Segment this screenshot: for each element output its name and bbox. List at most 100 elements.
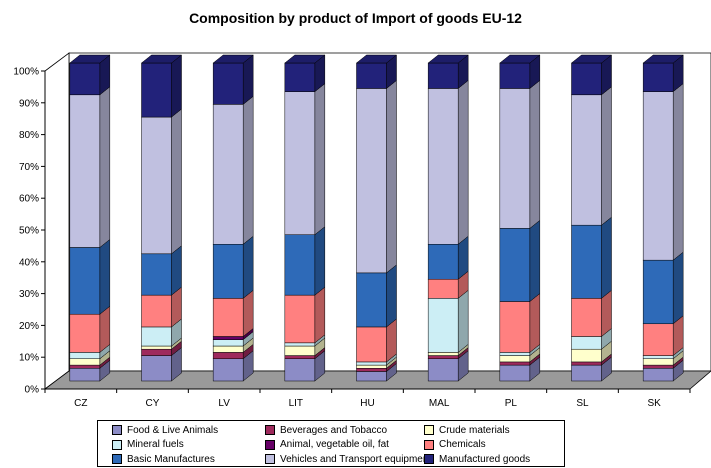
bar-segment	[69, 247, 101, 315]
bar-segment	[427, 244, 459, 280]
y-tick-label: 20%	[19, 321, 39, 332]
legend-swatch	[265, 439, 275, 450]
bar-segment	[141, 345, 172, 350]
bar-segment	[284, 234, 316, 296]
bar-segment	[571, 94, 602, 226]
bar-segment	[69, 62, 101, 96]
bar-segment	[284, 342, 316, 347]
bar-side	[386, 79, 397, 274]
chart-side-wall	[44, 52, 70, 390]
x-category-label: MAL	[429, 398, 450, 409]
stacked-bar-chart: 0% 10% 20% 30% 40% 50% 60% 70% 80% 90% 100% CZ CY LV L…	[13, 52, 711, 409]
y-tick-label: 100%	[13, 67, 39, 78]
x-category-label: CY	[146, 398, 160, 409]
bar-segment	[69, 368, 101, 382]
legend-swatch	[265, 454, 275, 464]
bar-segment	[356, 326, 387, 363]
bar-side	[314, 83, 326, 236]
legend-item: Chemicals	[424, 438, 486, 452]
bar-segment	[427, 88, 459, 245]
bar-side	[672, 251, 684, 325]
bar-segment	[499, 228, 531, 302]
x-category-label: LIT	[289, 398, 303, 409]
legend-item: Animal, vegetable oil, fat	[265, 438, 389, 452]
bar-segment	[284, 358, 316, 382]
legend-item: Basic Manufactures	[112, 452, 215, 466]
legend-swatch	[112, 439, 122, 450]
bar-side	[386, 264, 397, 328]
bar-side	[242, 54, 254, 105]
bar-side	[457, 289, 469, 353]
bar-segment	[571, 361, 602, 366]
bar-segment	[642, 91, 674, 261]
bar-segment	[284, 294, 316, 344]
legend-label: Vehicles and Transport equipment	[280, 453, 432, 465]
bar-segment	[212, 298, 244, 337]
legend-item: Crude materials	[424, 423, 510, 437]
bar-top	[69, 54, 111, 64]
bar-segment	[356, 364, 387, 369]
bar-segment	[642, 368, 674, 382]
bar-segment	[571, 364, 602, 382]
legend-label: Crude materials	[439, 424, 510, 436]
x-category-label: HU	[360, 398, 374, 409]
legend-swatch	[265, 425, 275, 435]
y-tick-label: 10%	[19, 353, 39, 364]
bar-segment	[141, 62, 172, 118]
bar-segment	[642, 259, 674, 325]
x-category-label: CZ	[74, 398, 87, 409]
bar-side	[457, 79, 469, 245]
bar-segment	[427, 355, 459, 359]
bar-side	[529, 292, 541, 353]
bar-segment	[141, 294, 172, 328]
bar-segment	[499, 88, 531, 229]
bar-top	[355, 54, 398, 64]
bar-segment	[571, 224, 602, 299]
bar-side	[601, 86, 612, 226]
legend: Food & Live Animals Beverages and Tobacco…	[97, 420, 565, 467]
bar-segment	[427, 352, 459, 356]
bar-top	[212, 54, 254, 64]
bar-segment	[571, 348, 602, 363]
bar-segment	[284, 62, 316, 92]
bar-segment	[499, 364, 531, 382]
bar-segment	[499, 62, 531, 89]
bar-top	[642, 54, 684, 64]
bar-side	[99, 238, 111, 315]
bar-top	[570, 54, 613, 64]
bar-side	[314, 286, 326, 344]
bar-side	[171, 108, 182, 255]
legend-swatch	[112, 454, 122, 464]
bar-segment	[499, 361, 531, 366]
bar-segment	[212, 336, 244, 340]
bar-segment	[141, 326, 172, 347]
y-tick-label: 70%	[19, 162, 39, 173]
bar-segment	[499, 301, 531, 353]
legend-swatch	[424, 425, 434, 435]
bar-segment	[284, 345, 316, 356]
x-category-label: SL	[576, 398, 589, 409]
y-tick-label: 80%	[19, 130, 39, 141]
x-category-label: SK	[647, 398, 661, 409]
legend-swatch	[424, 454, 434, 464]
bar-segment	[141, 253, 172, 296]
legend-item: Manufactured goods	[424, 452, 530, 466]
bar-segment	[212, 244, 244, 299]
y-tick-label: 50%	[19, 226, 39, 237]
y-tick-label: 40%	[19, 257, 39, 268]
bar-segment	[499, 355, 531, 363]
y-tick-label: 0%	[25, 385, 40, 396]
bar-top	[284, 54, 326, 64]
bar-segment	[69, 313, 101, 353]
bar-segment	[356, 361, 387, 366]
bar-side	[99, 86, 111, 248]
bar-segment	[69, 352, 101, 359]
legend-label: Animal, vegetable oil, fat	[280, 439, 389, 450]
legend-swatch	[112, 425, 122, 435]
bar-segment	[284, 91, 316, 235]
bar-segment	[642, 355, 674, 359]
bar-segment	[212, 339, 244, 347]
bar-side	[171, 245, 182, 296]
bar-segment	[427, 278, 459, 299]
bar-segment	[427, 62, 459, 89]
